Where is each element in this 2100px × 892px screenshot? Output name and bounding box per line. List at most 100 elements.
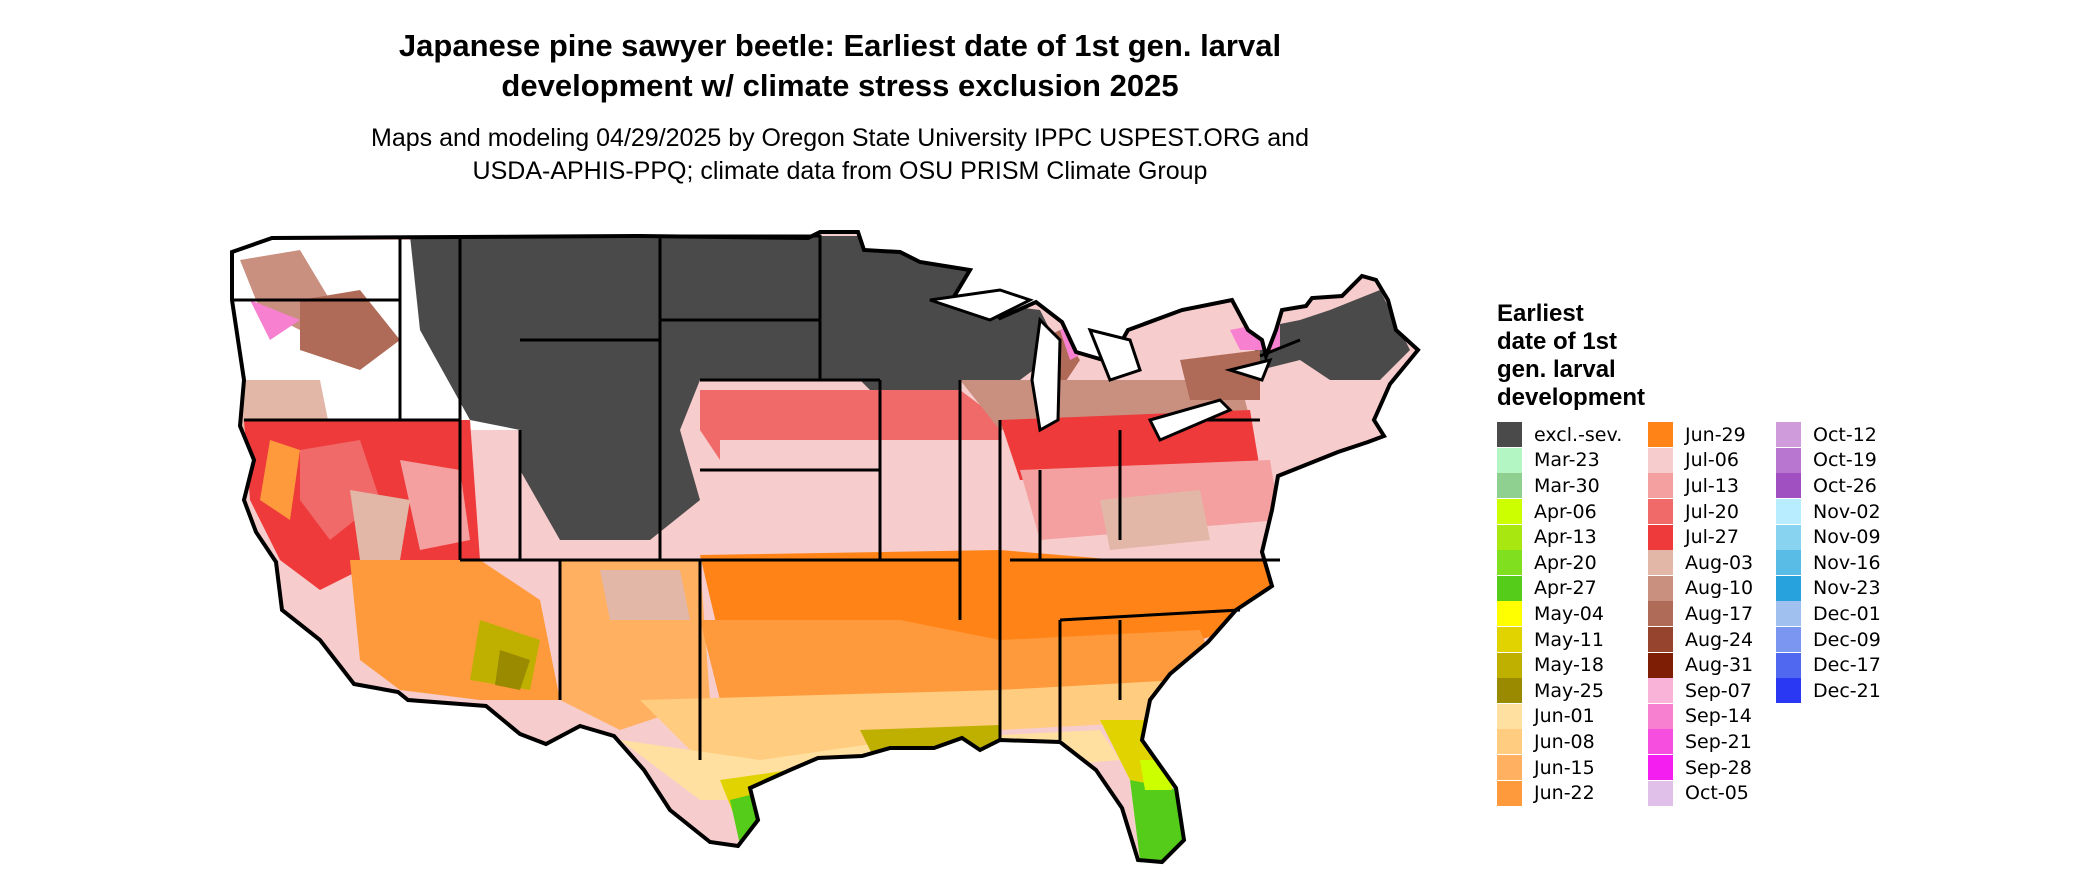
legend-swatch <box>1776 499 1801 525</box>
subtitle-line-2: USDA-APHIS-PPQ; climate data from OSU PR… <box>472 157 1208 185</box>
legend-item: Jul-13 <box>1648 473 1753 499</box>
legend-item: Aug-31 <box>1648 652 1753 678</box>
legend-label: Apr-13 <box>1534 526 1597 549</box>
legend-label: Dec-09 <box>1813 628 1881 651</box>
legend-swatch <box>1776 652 1801 678</box>
legend-swatch <box>1497 601 1522 627</box>
legend-item: Oct-05 <box>1648 780 1753 806</box>
legend-item: Nov-16 <box>1776 550 1881 576</box>
legend-title-line: date of 1st <box>1497 328 1618 355</box>
legend-label: Aug-24 <box>1685 628 1754 651</box>
legend-title-line: Earliest <box>1497 300 1584 327</box>
legend-label: Oct-26 <box>1813 474 1877 497</box>
legend-label: Sep-07 <box>1685 679 1752 702</box>
legend-swatch <box>1497 729 1522 755</box>
legend-label: Jun-15 <box>1534 756 1595 779</box>
legend-swatch <box>1648 627 1673 653</box>
legend-swatch <box>1497 422 1522 448</box>
legend-title: Earliest date of 1st gen. larval develop… <box>1497 300 1697 412</box>
legend-label: Dec-21 <box>1813 679 1881 702</box>
legend-label: Sep-28 <box>1685 756 1752 779</box>
legend-label: Dec-17 <box>1813 654 1881 677</box>
legend-item: Dec-17 <box>1776 652 1881 678</box>
legend-swatch <box>1497 447 1522 473</box>
legend-item: Jul-20 <box>1648 499 1753 525</box>
map-title: Japanese pine sawyer beetle: Earliest da… <box>240 26 1440 106</box>
legend-label: Apr-06 <box>1534 500 1597 523</box>
legend-item: excl.-sev. <box>1497 422 1622 448</box>
legend-label: Nov-16 <box>1813 551 1881 574</box>
legend-item: May-25 <box>1497 678 1622 704</box>
legend-swatch <box>1776 422 1801 448</box>
legend-item: Jun-15 <box>1497 755 1622 781</box>
legend-swatch <box>1648 550 1673 576</box>
legend-item: Jun-29 <box>1648 422 1753 448</box>
legend-item: Nov-02 <box>1776 499 1881 525</box>
legend-swatch <box>1497 499 1522 525</box>
subtitle-line-1: Maps and modeling 04/29/2025 by Oregon S… <box>371 124 1309 152</box>
legend-label: Nov-02 <box>1813 500 1881 523</box>
legend-column: Jun-29 Jul-06 Jul-13 Jul-20 Jul-27 Aug-03 Aug-… <box>1648 422 1753 806</box>
legend-swatch <box>1776 473 1801 499</box>
legend-label: Mar-23 <box>1534 449 1600 472</box>
legend-swatch <box>1648 601 1673 627</box>
legend-swatch <box>1497 703 1522 729</box>
legend-swatch <box>1776 575 1801 601</box>
legend-item: May-18 <box>1497 652 1622 678</box>
legend-swatch <box>1648 729 1673 755</box>
legend-item: Sep-14 <box>1648 703 1753 730</box>
title-line-2: development w/ climate stress exclusion … <box>501 68 1179 103</box>
legend-label: Dec-01 <box>1813 602 1881 625</box>
legend-label: Aug-03 <box>1685 551 1754 574</box>
legend-item: Oct-26 <box>1776 473 1881 499</box>
legend-swatch <box>1648 499 1673 525</box>
legend-label: Jun-08 <box>1534 730 1595 753</box>
legend-swatch <box>1648 703 1673 729</box>
legend-label: Jun-29 <box>1685 423 1746 446</box>
legend-item: Mar-30 <box>1497 473 1622 499</box>
legend-item: Dec-21 <box>1776 678 1881 704</box>
legend-swatch <box>1648 473 1673 499</box>
legend-item: Sep-07 <box>1648 678 1753 704</box>
legend-item: Sep-21 <box>1648 729 1753 755</box>
legend-swatch <box>1648 780 1673 806</box>
legend-label: Aug-17 <box>1685 602 1754 625</box>
legend-label: Oct-19 <box>1813 449 1877 472</box>
legend-item: Dec-01 <box>1776 601 1881 627</box>
legend-swatch <box>1776 601 1801 627</box>
legend-swatch <box>1497 473 1522 499</box>
legend-label: Apr-20 <box>1534 551 1597 574</box>
legend-item: Sep-28 <box>1648 755 1753 781</box>
legend-item: Apr-06 <box>1497 499 1622 525</box>
legend-item: Oct-19 <box>1776 447 1881 474</box>
legend-swatch <box>1497 780 1522 806</box>
legend-label: Aug-10 <box>1685 577 1754 600</box>
legend-item: Jul-27 <box>1648 524 1753 550</box>
legend-item: Jun-01 <box>1497 703 1622 730</box>
legend-item: Aug-24 <box>1648 627 1753 653</box>
legend-label: Jun-22 <box>1534 782 1595 805</box>
legend-label: Mar-30 <box>1534 474 1600 497</box>
legend-label: Jul-06 <box>1685 449 1739 472</box>
legend-label: Oct-12 <box>1813 423 1877 446</box>
legend-item: Aug-10 <box>1648 575 1754 602</box>
legend-swatch <box>1776 524 1801 550</box>
legend-item: Oct-12 <box>1776 422 1881 448</box>
legend-label: excl.-sev. <box>1534 423 1623 446</box>
legend-swatch <box>1648 755 1673 781</box>
legend-swatch <box>1497 652 1522 678</box>
legend-column: Oct-12 Oct-19 Oct-26 Nov-02 Nov-09 Nov-16 Nov-… <box>1776 422 1881 704</box>
legend-item: Nov-23 <box>1776 575 1881 602</box>
legend-item: Nov-09 <box>1776 524 1881 550</box>
legend-swatch <box>1497 755 1522 781</box>
legend-title-line: gen. larval <box>1497 356 1616 383</box>
legend-label: Nov-09 <box>1813 526 1881 549</box>
legend-swatch <box>1497 627 1522 653</box>
map-subtitle: Maps and modeling 04/29/2025 by Oregon S… <box>240 122 1440 188</box>
legend-swatch <box>1648 575 1673 601</box>
legend-item: Jun-08 <box>1497 729 1622 755</box>
legend-column: excl.-sev. Mar-23 Mar-30 Apr-06 Apr-13 Apr-20… <box>1497 422 1622 806</box>
legend-swatch <box>1648 678 1673 704</box>
legend-swatch <box>1776 447 1801 473</box>
legend-label: May-18 <box>1534 654 1604 677</box>
